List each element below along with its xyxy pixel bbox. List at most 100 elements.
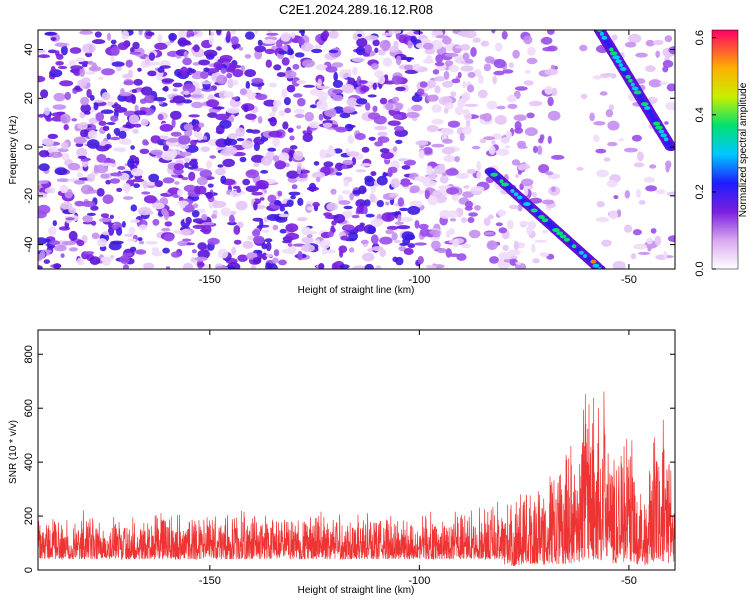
spectrogram-blob: [170, 110, 182, 120]
spectrogram-blob: [392, 96, 400, 103]
spectrogram-blob: [646, 237, 653, 245]
spectrogram-blob: [462, 191, 475, 198]
spectrogram-blob: [513, 240, 519, 251]
spectrogram-blob: [229, 64, 242, 69]
spectrogram-blob: [241, 140, 254, 150]
spectrogram-blob: [77, 257, 82, 266]
spectrogram-blob: [86, 173, 96, 182]
spectrogram-blob: [651, 97, 656, 101]
spectrogram-blob: [480, 40, 490, 47]
spectrogram-blob: [82, 215, 93, 223]
spectrogram-blob: [331, 220, 337, 226]
spectrogram-blob: [451, 192, 459, 201]
spectrogram-blob: [191, 119, 197, 127]
spectrogram-blob: [297, 197, 304, 206]
spectrogram-blob: [161, 150, 175, 161]
spectrogram-blob: [239, 88, 247, 95]
spectrogram-blob: [140, 118, 149, 126]
spectrogram-blob: [665, 164, 670, 173]
spectrogram-blob: [193, 130, 198, 138]
spectrogram-blob: [387, 167, 393, 178]
spectrogram-blob: [286, 170, 299, 179]
spectrogram-blob: [340, 235, 349, 241]
spectrogram-blob: [54, 244, 67, 252]
spectrogram-blob: [88, 130, 98, 140]
spectrogram-blob: [382, 57, 393, 67]
spectrogram-blob: [652, 39, 664, 46]
spectrogram-ridge-core: [559, 234, 567, 239]
spectrogram-blob: [245, 31, 255, 40]
spectrogram-blob: [457, 98, 466, 108]
spectrogram-blob: [351, 57, 365, 63]
spectrogram-blob: [463, 185, 470, 189]
spectrogram-blob: [400, 178, 411, 187]
spectrogram-blob: [434, 85, 441, 94]
spectrogram-blob: [547, 30, 555, 35]
spectrogram-blob: [94, 31, 102, 38]
snr-series-line: [38, 391, 675, 567]
spectrogram-blob: [134, 104, 139, 112]
spectrogram-blob: [174, 181, 180, 185]
spectrogram-blob: [130, 204, 138, 212]
spectrogram-blob: [110, 115, 119, 122]
spectrogram-blob: [106, 32, 112, 42]
spectrogram-blob: [254, 30, 259, 35]
spectrogram-blob: [491, 139, 496, 146]
spectrogram-blob: [154, 180, 163, 188]
spectrogram-blob: [58, 65, 68, 70]
spectrogram-blob: [332, 94, 344, 102]
spectrogram-blob: [72, 90, 78, 94]
spectrogram-blob: [534, 239, 548, 243]
spectrogram-blob: [423, 42, 434, 50]
spectrogram-blob: [60, 141, 69, 150]
spectrogram-ridge-core: [655, 125, 663, 130]
spectrogram-blob: [605, 109, 614, 118]
spectrogram-blob: [343, 179, 350, 187]
spectrogram-blob: [645, 39, 655, 47]
spectrogram-features: [484, 30, 675, 269]
spectrogram-blob: [370, 234, 379, 245]
spectrogram-blob: [177, 189, 183, 197]
spectrogram-blob: [231, 96, 239, 100]
spectrogram-blob: [498, 251, 512, 260]
spectrogram-blob: [257, 116, 263, 124]
spectrogram-blob: [95, 112, 105, 122]
spectrogram-blob: [333, 213, 346, 224]
spectrogram-blob: [251, 229, 261, 237]
spectrogram-ridge-core: [579, 250, 584, 255]
spectrogram-blob: [60, 113, 71, 124]
colorbar: 0.0 0.2 0.4 0.6 Normalized spectral amplitu…: [694, 29, 749, 277]
spectrogram-blob: [116, 147, 127, 153]
spectrogram-blob: [370, 171, 377, 177]
spectrogram-blob: [232, 79, 239, 86]
spectrogram-blob: [109, 214, 114, 219]
spectrogram-blob: [445, 168, 459, 176]
spectrogram-blob: [426, 79, 437, 89]
spectrogram-blob: [50, 37, 57, 41]
spectrogram-blob: [51, 112, 64, 117]
spectrogram-blob: [276, 72, 286, 78]
spectrogram-blob: [38, 192, 48, 199]
spectrogram-blob: [367, 94, 377, 98]
spectrogram-x-ticks: -150 -100 -50: [199, 30, 637, 286]
spectrogram-blob: [531, 191, 537, 198]
spectrogram-blob: [109, 178, 121, 184]
spectrogram-blob: [333, 71, 339, 82]
spectrogram-blob: [130, 168, 144, 177]
chart-title: C2E1.2024.289.16.12.R08: [279, 2, 433, 17]
spectrogram-blob: [354, 133, 366, 140]
spectrogram-blob: [178, 151, 192, 157]
spectrogram-blob: [59, 80, 74, 87]
spectrogram-blob: [327, 231, 334, 238]
spectrogram-blob: [456, 253, 467, 261]
spectrogram-blob: [190, 158, 198, 162]
spectrogram-ridge-core: [641, 102, 649, 107]
spectrogram-blob: [203, 49, 218, 58]
spectrogram-blob: [357, 33, 363, 38]
spectrogram-blob: [529, 197, 543, 204]
spectrogram-ridge-core: [513, 192, 519, 197]
spectrogram-blob: [182, 238, 192, 242]
spectrogram-x-tick-label: -100: [408, 274, 430, 286]
spectrogram-blob: [297, 250, 303, 261]
spectrogram-blob: [507, 103, 518, 109]
